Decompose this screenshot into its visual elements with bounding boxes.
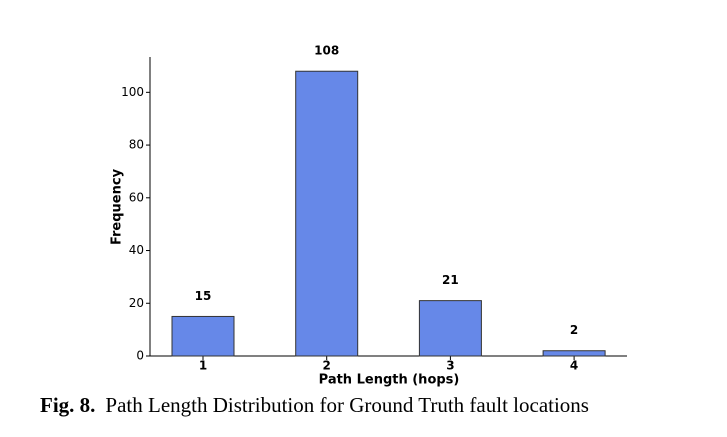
value-label: 2 [570, 323, 578, 337]
y-tick-label: 20 [129, 296, 144, 310]
bar [171, 315, 235, 357]
y-tick-label: 40 [129, 243, 144, 257]
caption: Fig. 8. Path Length Distribution for Grou… [40, 393, 589, 417]
y-axis-label: Frequency [110, 168, 125, 245]
caption-label: Fig. 8. [40, 393, 95, 417]
x-tick-label: 3 [446, 359, 454, 373]
value-label: 108 [314, 44, 339, 58]
value-label: 15 [195, 289, 212, 303]
x-tick-label: 4 [570, 359, 578, 373]
y-tick-label: 60 [129, 190, 144, 204]
y-tick-label: 80 [129, 138, 144, 152]
caption-text: Path Length Distribution for Ground Trut… [105, 393, 589, 417]
bar [542, 350, 606, 357]
x-axis-label: Path Length (hops) [319, 373, 460, 388]
y-tick-label: 100 [121, 85, 144, 99]
x-tick-label: 2 [323, 359, 331, 373]
bar [418, 300, 482, 357]
value-label: 21 [442, 273, 459, 287]
bar [295, 70, 359, 357]
y-tick-label: 0 [136, 349, 144, 363]
x-tick-label: 1 [199, 359, 207, 373]
